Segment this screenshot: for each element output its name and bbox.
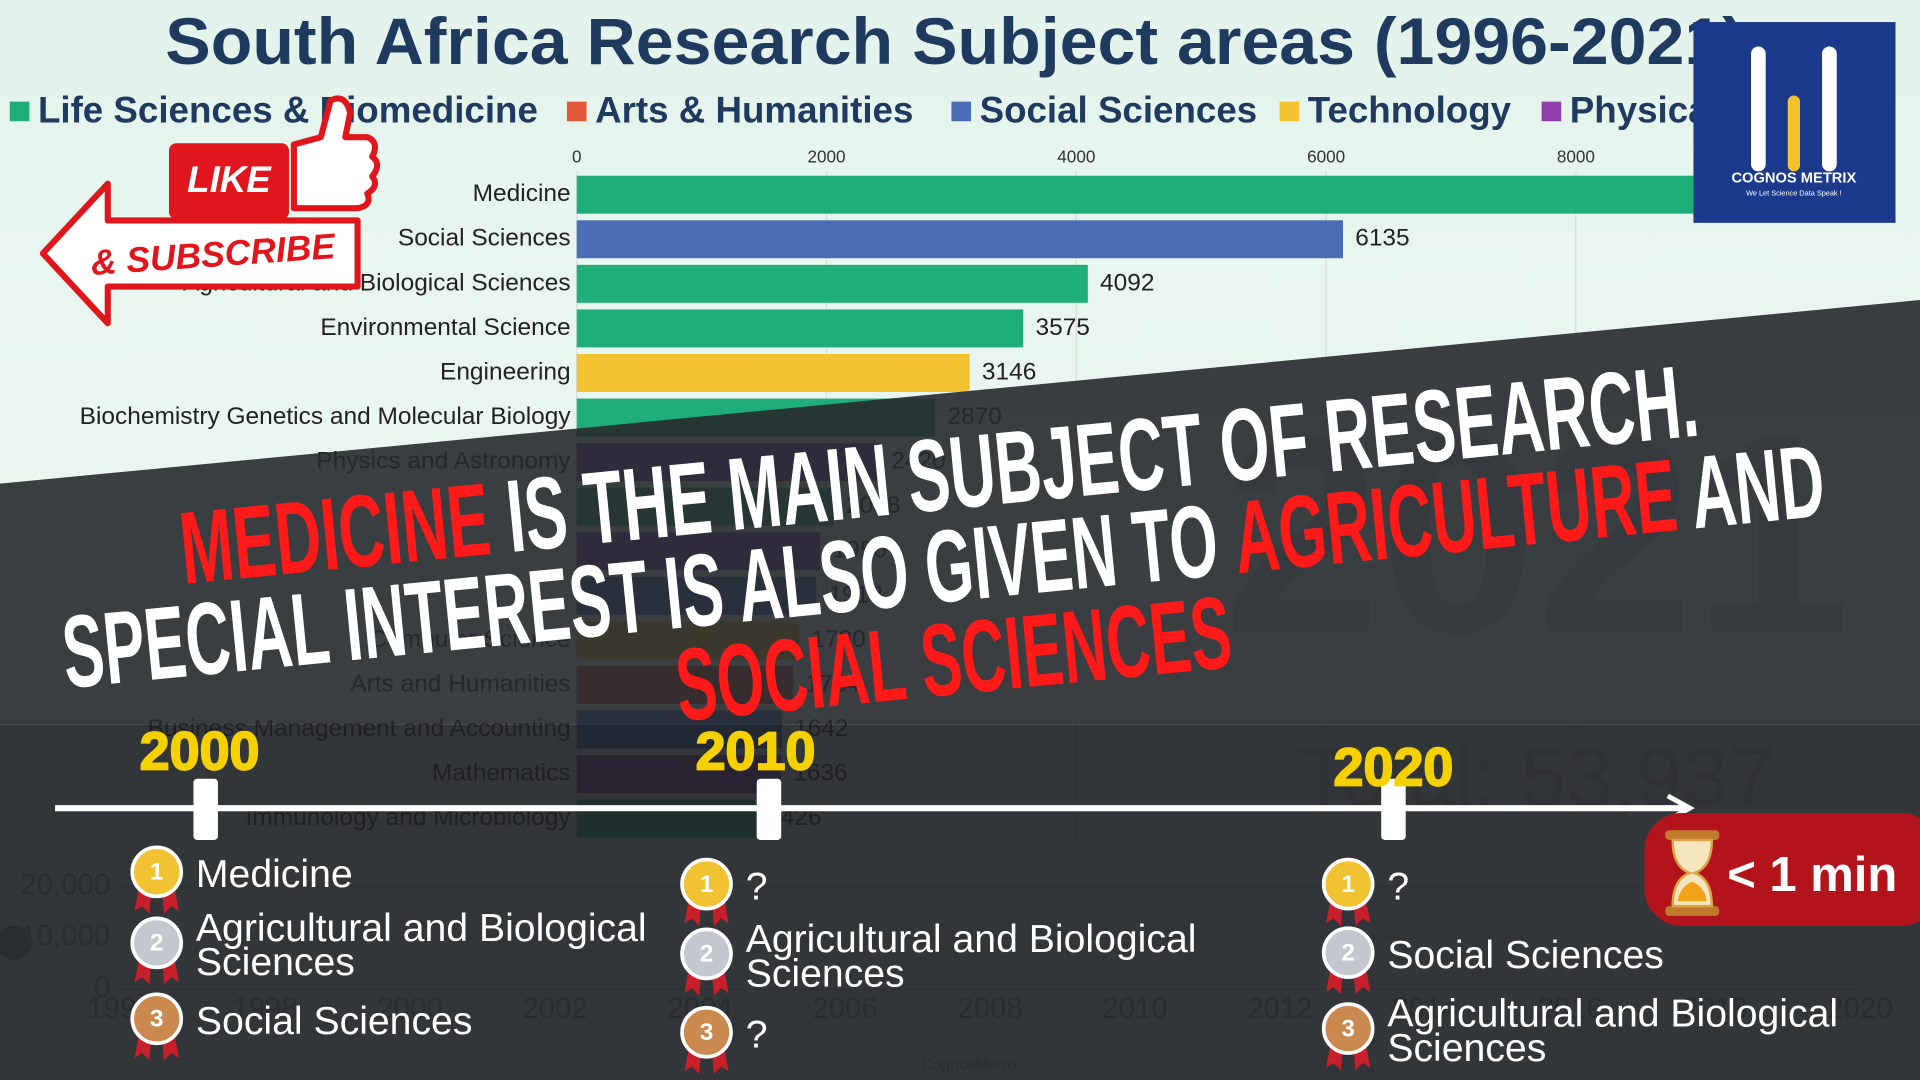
medal xyxy=(680,927,733,981)
legend-label: Social Sciences xyxy=(980,89,1258,130)
bottom-panel xyxy=(0,724,1920,1080)
x-tick-label: 0 xyxy=(572,146,582,166)
badge-box xyxy=(1644,813,1920,926)
rank-label: Sciences xyxy=(196,941,355,984)
bar xyxy=(576,175,1810,214)
medal-rank: 1 xyxy=(150,859,164,886)
medal xyxy=(1321,857,1375,911)
medal-rank: 3 xyxy=(1341,1015,1355,1042)
medal xyxy=(1321,1002,1375,1055)
arrow xyxy=(39,180,361,327)
medal-rank: 1 xyxy=(700,871,714,898)
rank-label: Sciences xyxy=(746,952,905,995)
thumbs-up xyxy=(290,95,381,212)
rank-label: Social Sciences xyxy=(1387,934,1664,977)
rank-label: Medicine xyxy=(196,853,353,896)
legend-swatch xyxy=(951,101,972,122)
x-tick-label: 8000 xyxy=(1557,146,1595,166)
legend-swatch xyxy=(1279,101,1300,122)
milestone-year: 2010 xyxy=(696,722,816,782)
x-tick-label: 2000 xyxy=(807,146,845,166)
bar xyxy=(576,354,970,392)
rank-label: Agricultural and Biological xyxy=(1387,993,1838,1036)
logo-bar xyxy=(1787,95,1800,172)
bar xyxy=(576,220,1343,259)
duration-badge: < 1 min xyxy=(1644,813,1920,926)
rank-label: Sciences xyxy=(1387,1027,1546,1070)
headline-banner xyxy=(0,300,1920,725)
medal xyxy=(1321,926,1375,979)
medal-rank: 2 xyxy=(1341,939,1355,966)
rank-label: ? xyxy=(746,865,768,908)
category-label: Environmental Science xyxy=(320,314,570,341)
timeline-marker xyxy=(1381,778,1406,840)
bar xyxy=(576,309,1024,348)
logo: COGNOS METRIX We Let Science Data Speak … xyxy=(1693,22,1896,223)
value-label: 4092 xyxy=(1100,269,1154,296)
legend-label: Life Sciences & Biomedicine xyxy=(38,89,538,130)
medal-rank: 1 xyxy=(1341,871,1355,898)
logo-bar xyxy=(1822,46,1837,172)
medal-rank: 2 xyxy=(700,941,714,968)
medal xyxy=(680,857,733,911)
category-label: Medicine xyxy=(473,180,571,207)
logo-tagline: We Let Science Data Speak ! xyxy=(1746,188,1842,197)
value-label: 3146 xyxy=(982,358,1036,385)
medal xyxy=(680,1005,733,1059)
hourglass-icon xyxy=(1665,830,1720,916)
x-tick-label: 4000 xyxy=(1057,146,1095,166)
legend-label: Technology xyxy=(1308,89,1512,130)
milestone-year: 2000 xyxy=(140,722,260,782)
rank-label: Agricultural and Biological xyxy=(746,918,1197,961)
badge-text: < 1 min xyxy=(1727,848,1897,902)
category-label: Engineering xyxy=(440,358,571,385)
value-label: 6135 xyxy=(1355,225,1409,252)
medal xyxy=(130,916,184,970)
medal xyxy=(130,992,184,1046)
medal-rank: 3 xyxy=(150,1005,164,1032)
chart-title: South Africa Research Subject areas (199… xyxy=(165,5,1745,79)
legend-swatch xyxy=(9,101,30,122)
value-label: 3575 xyxy=(1035,314,1089,341)
medal xyxy=(130,845,184,899)
like-subscribe: LIKE & SUBSCRIBE xyxy=(39,95,381,327)
x-tick-label: 6000 xyxy=(1307,146,1345,166)
rank-label: ? xyxy=(1387,865,1409,908)
legend-label: Arts & Humanities xyxy=(595,89,913,130)
rank-label: Agricultural and Biological xyxy=(196,907,647,950)
timeline-marker xyxy=(193,778,218,840)
timeline: 2000 1 Medicine 2 Agricultural and Biologica… xyxy=(55,721,1838,1074)
like-text: LIKE xyxy=(187,159,272,200)
milestone-year: 2020 xyxy=(1334,738,1454,798)
bar xyxy=(576,264,1088,303)
rank-label: ? xyxy=(746,1013,768,1056)
rank-label: Social Sciences xyxy=(196,1000,473,1043)
medal-rank: 2 xyxy=(150,930,164,957)
like-box xyxy=(168,143,289,220)
timeline-marker xyxy=(756,778,782,840)
medal-rank: 3 xyxy=(700,1019,714,1046)
legend-label: Physica xyxy=(1570,89,1709,130)
headline-segment: AND xyxy=(1671,423,1830,552)
category-label: Social Sciences xyxy=(398,225,571,252)
headline: MEDICINE IS THE MAIN SUBJECT OF RESEARCH… xyxy=(57,343,1829,743)
legend-swatch xyxy=(566,101,587,122)
logo-bar xyxy=(1751,46,1766,172)
category-label: Biochemistry Genetics and Molecular Biol… xyxy=(80,403,572,430)
logo-name: COGNOS METRIX xyxy=(1731,171,1856,187)
legend-swatch xyxy=(1541,101,1562,122)
